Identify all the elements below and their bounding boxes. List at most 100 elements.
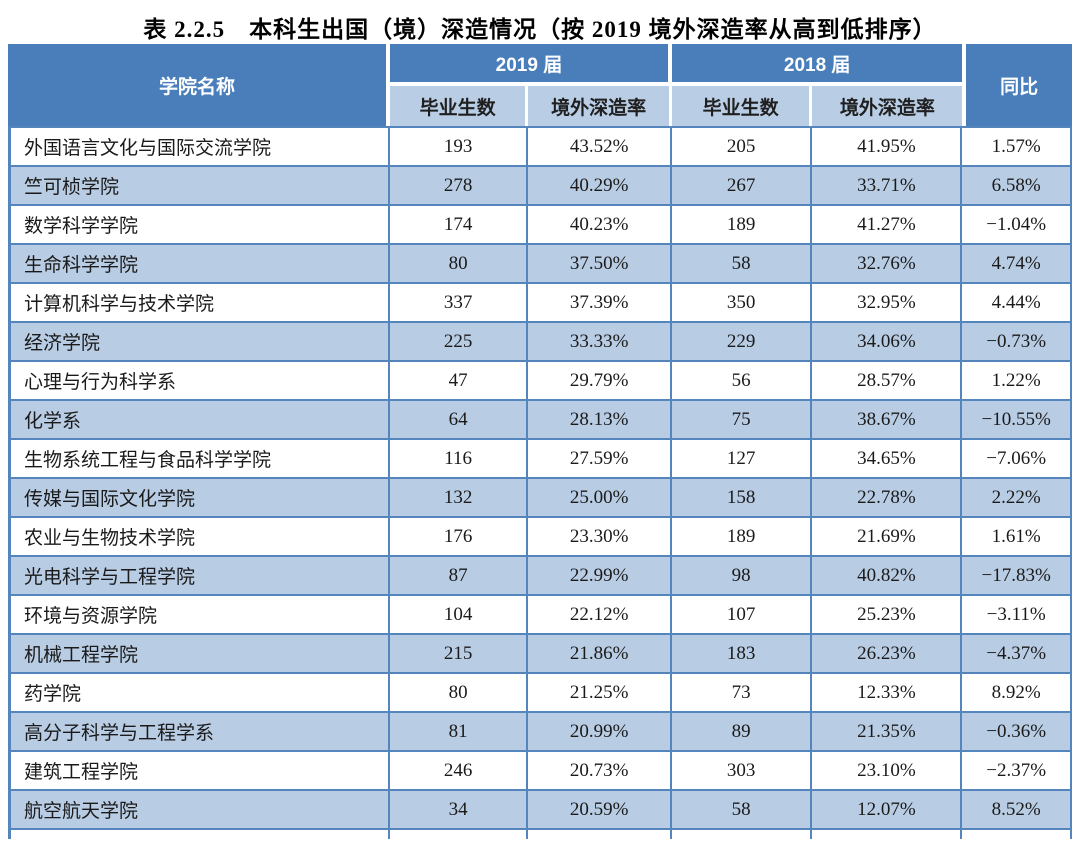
graduates-2018-cell: 205 — [671, 126, 813, 165]
graduates-2019-cell: 81 — [389, 711, 529, 750]
rate-2018-cell: 41.95% — [812, 126, 963, 165]
graduates-2018-cell: 189 — [671, 516, 813, 555]
table-row: 药学院 80 21.25% 73 12.33% 8.92% — [8, 672, 1072, 711]
college-name-cell: 环境与资源学院 — [8, 594, 390, 633]
table-row: 农业与生物技术学院 176 23.30% 189 21.69% 1.61% — [8, 516, 1072, 555]
rate-2019-cell: 20.73% — [528, 750, 672, 789]
graduates-2019-cell: 225 — [389, 321, 529, 360]
college-name-cell: 心理与行为科学系 — [8, 360, 390, 399]
table-caption: 表 2.2.5 本科生出国（境）深造情况（按 2019 境外深造率从高到低排序） — [143, 17, 937, 42]
graduates-2019-cell: 80 — [389, 243, 529, 282]
rate-2018-cell: 28.57% — [812, 360, 963, 399]
graduates-2019-cell: 64 — [389, 399, 529, 438]
table-row: 传媒与国际文化学院 132 25.00% 158 22.78% 2.22% — [8, 477, 1072, 516]
graduates-2019-cell: 80 — [389, 672, 529, 711]
graduates-2018-cell — [671, 828, 813, 839]
yoy-cell: 1.57% — [962, 126, 1072, 165]
header-graduates-2019: 毕业生数 — [389, 86, 529, 126]
yoy-cell: 6.58% — [962, 165, 1072, 204]
college-name-cell: 化学系 — [8, 399, 390, 438]
college-name-cell: 机械工程学院 — [8, 633, 390, 672]
rate-2018-cell: 34.06% — [812, 321, 963, 360]
yoy-cell: −0.36% — [962, 711, 1072, 750]
table-row: 竺可桢学院 278 40.29% 267 33.71% 6.58% — [8, 165, 1072, 204]
rate-2019-cell: 27.59% — [528, 438, 672, 477]
graduates-2018-cell: 75 — [671, 399, 813, 438]
rate-2018-cell: 23.10% — [812, 750, 963, 789]
graduates-2018-cell: 107 — [671, 594, 813, 633]
yoy-cell: −1.04% — [962, 204, 1072, 243]
rate-2019-cell: 21.25% — [528, 672, 672, 711]
rate-2018-cell: 41.27% — [812, 204, 963, 243]
college-name-cell: 建筑工程学院 — [8, 750, 390, 789]
table-row: 生命科学学院 80 37.50% 58 32.76% 4.74% — [8, 243, 1072, 282]
table-row: 化学系 64 28.13% 75 38.67% −10.55% — [8, 399, 1072, 438]
college-name-cell: 数学科学学院 — [8, 204, 390, 243]
graduates-2018-cell: 58 — [671, 243, 813, 282]
table-row: 心理与行为科学系 47 29.79% 56 28.57% 1.22% — [8, 360, 1072, 399]
table-row-cutoff — [8, 828, 1072, 839]
yoy-cell: 1.22% — [962, 360, 1072, 399]
table-row: 航空航天学院 34 20.59% 58 12.07% 8.52% — [8, 789, 1072, 828]
graduates-2019-cell: 278 — [389, 165, 529, 204]
table-body: 外国语言文化与国际交流学院 193 43.52% 205 41.95% 1.57… — [8, 126, 1072, 839]
yoy-cell: 1.61% — [962, 516, 1072, 555]
college-name-cell: 外国语言文化与国际交流学院 — [8, 126, 390, 165]
rate-2019-cell — [528, 828, 672, 839]
rate-2018-cell: 25.23% — [812, 594, 963, 633]
yoy-cell: −3.11% — [962, 594, 1072, 633]
graduates-2019-cell: 176 — [389, 516, 529, 555]
graduates-2018-cell: 73 — [671, 672, 813, 711]
header-rate-2018: 境外深造率 — [812, 86, 963, 126]
college-name-cell: 经济学院 — [8, 321, 390, 360]
table-row: 经济学院 225 33.33% 229 34.06% −0.73% — [8, 321, 1072, 360]
rate-2019-cell: 28.13% — [528, 399, 672, 438]
yoy-cell: 4.74% — [962, 243, 1072, 282]
graduates-2019-cell: 47 — [389, 360, 529, 399]
table-row: 建筑工程学院 246 20.73% 303 23.10% −2.37% — [8, 750, 1072, 789]
table-row: 外国语言文化与国际交流学院 193 43.52% 205 41.95% 1.57… — [8, 126, 1072, 165]
graduates-2019-cell: 104 — [389, 594, 529, 633]
table-row: 高分子科学与工程学系 81 20.99% 89 21.35% −0.36% — [8, 711, 1072, 750]
yoy-cell: 2.22% — [962, 477, 1072, 516]
graduates-2019-cell — [389, 828, 529, 839]
rate-2019-cell: 20.99% — [528, 711, 672, 750]
header-row-groups: 学院名称 2019 届 2018 届 同比 — [8, 44, 1072, 126]
graduates-2019-cell: 116 — [389, 438, 529, 477]
graduates-2019-cell: 132 — [389, 477, 529, 516]
college-name-cell: 高分子科学与工程学系 — [8, 711, 390, 750]
rate-2018-cell: 26.23% — [812, 633, 963, 672]
rate-2019-cell: 20.59% — [528, 789, 672, 828]
college-name-cell: 传媒与国际文化学院 — [8, 477, 390, 516]
college-name-cell: 药学院 — [8, 672, 390, 711]
graduates-2019-cell: 193 — [389, 126, 529, 165]
rate-2019-cell: 37.39% — [528, 282, 672, 321]
graduates-2018-cell: 350 — [671, 282, 813, 321]
rate-2018-cell: 38.67% — [812, 399, 963, 438]
college-name-cell: 计算机科学与技术学院 — [8, 282, 390, 321]
rate-2019-cell: 21.86% — [528, 633, 672, 672]
graduates-2019-cell: 174 — [389, 204, 529, 243]
study-abroad-table: 学院名称 2019 届 2018 届 同比 毕业生数 境外深造率 毕业生数 境外… — [8, 44, 1072, 839]
rate-2018-cell: 21.69% — [812, 516, 963, 555]
rate-2018-cell: 21.35% — [812, 711, 963, 750]
rate-2018-cell: 12.33% — [812, 672, 963, 711]
table-row: 光电科学与工程学院 87 22.99% 98 40.82% −17.83% — [8, 555, 1072, 594]
graduates-2018-cell: 98 — [671, 555, 813, 594]
yoy-cell: −4.37% — [962, 633, 1072, 672]
yoy-cell: 8.92% — [962, 672, 1072, 711]
graduates-2018-cell: 189 — [671, 204, 813, 243]
rate-2019-cell: 37.50% — [528, 243, 672, 282]
table-row: 机械工程学院 215 21.86% 183 26.23% −4.37% — [8, 633, 1072, 672]
college-name-cell: 竺可桢学院 — [8, 165, 390, 204]
graduates-2018-cell: 229 — [671, 321, 813, 360]
header-class-2019: 2019 届 — [389, 44, 672, 86]
rate-2019-cell: 33.33% — [528, 321, 672, 360]
graduates-2018-cell: 267 — [671, 165, 813, 204]
rate-2019-cell: 25.00% — [528, 477, 672, 516]
rate-2019-cell: 43.52% — [528, 126, 672, 165]
rate-2019-cell: 40.23% — [528, 204, 672, 243]
yoy-cell: 4.44% — [962, 282, 1072, 321]
college-name-cell: 农业与生物技术学院 — [8, 516, 390, 555]
graduates-2019-cell: 246 — [389, 750, 529, 789]
